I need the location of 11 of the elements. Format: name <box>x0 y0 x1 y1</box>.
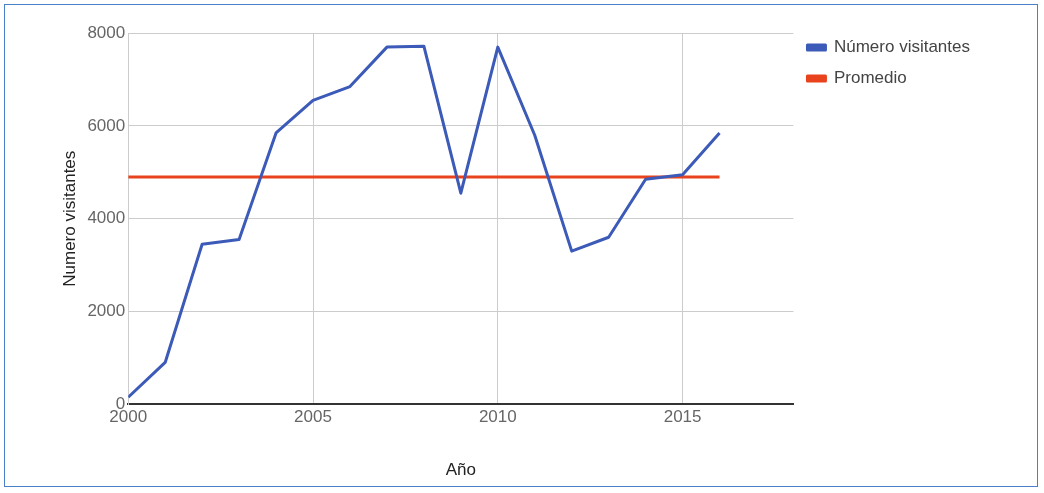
y-tick-label: 4000 <box>87 208 126 228</box>
x-tick-label: 2015 <box>663 407 702 427</box>
y-tick-label: 2000 <box>87 301 126 321</box>
y-tick-label: 6000 <box>87 115 126 135</box>
legend-label: Promedio <box>833 68 907 88</box>
y-tick-label: 8000 <box>87 22 126 42</box>
legend-label: Número visitantes <box>833 37 971 57</box>
x-tick-label: 2010 <box>478 407 517 427</box>
x-tick-label: 2005 <box>294 407 332 427</box>
y-axis-title: Numero visitantes <box>59 150 79 287</box>
x-axis-title: Año <box>445 460 476 480</box>
